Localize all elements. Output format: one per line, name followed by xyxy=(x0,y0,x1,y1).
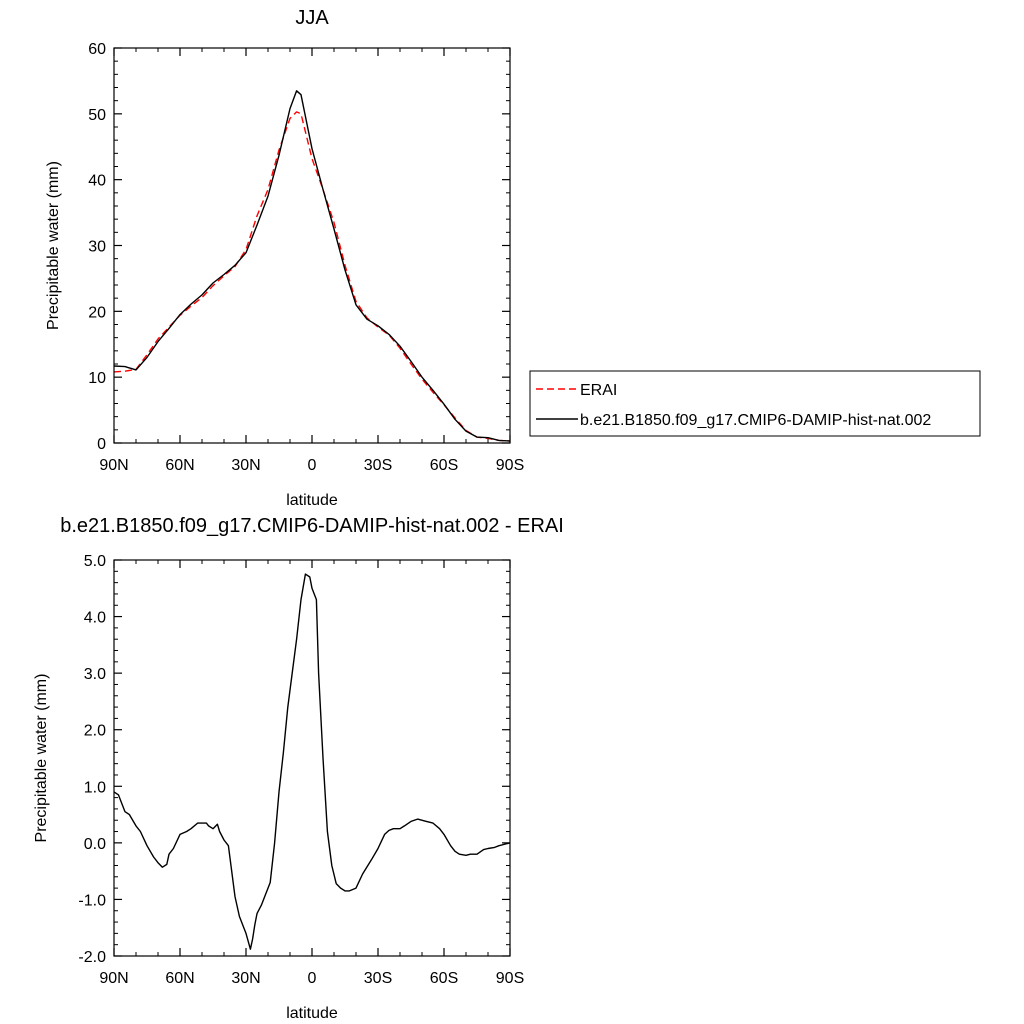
series-line-erai xyxy=(113,111,511,442)
x-tick-label: 90N xyxy=(99,970,128,987)
x-tick-label: 60N xyxy=(165,457,194,474)
y-tick-label: 5.0 xyxy=(84,553,106,570)
x-tick-label: 90S xyxy=(496,970,524,987)
series-line-b-e21-b1850-f09-g17-cmip6-damip-hist-nat-002 xyxy=(113,90,511,442)
y-tick-label: -2.0 xyxy=(78,949,106,966)
y-tick-label: 4.0 xyxy=(84,610,106,627)
x-tick-label: 60S xyxy=(430,457,458,474)
x-tick-label: 30N xyxy=(231,970,260,987)
series-line-1 xyxy=(113,573,511,950)
x-tick-label: 90N xyxy=(99,457,128,474)
legend-box xyxy=(529,370,981,437)
x-axis-label: latitude xyxy=(286,1005,338,1022)
chart-title: b.e21.B1850.f09_g17.CMIP6-DAMIP-hist-nat… xyxy=(60,515,564,537)
y-axis-label: Precipitable water (mm) xyxy=(33,674,50,843)
chart-panel-1: JJA 90N 60N 30N 0 30S 60S 90S 0 10 20 30 40 50 60 latit… xyxy=(45,7,981,509)
y-tick-label: 3.0 xyxy=(84,666,106,683)
plot-frame xyxy=(113,559,511,957)
y-tick-label: 40 xyxy=(88,173,106,190)
y-tick-label: 20 xyxy=(88,304,106,321)
y-tick-label: 2.0 xyxy=(84,723,106,740)
y-tick-label: 10 xyxy=(88,370,106,387)
y-tick-label: -1.0 xyxy=(78,892,106,909)
y-tick-label: 1.0 xyxy=(84,779,106,796)
x-tick-label: 60N xyxy=(165,970,194,987)
y-tick-label: 60 xyxy=(88,41,106,58)
legend-label: b.e21.B1850.f09_g17.CMIP6-DAMIP-hist-nat… xyxy=(580,412,931,429)
x-axis-label: latitude xyxy=(286,492,338,509)
x-tick-label: 30S xyxy=(364,457,392,474)
x-tick-label: 30S xyxy=(364,970,392,987)
chart-panel-2: b.e21.B1850.f09_g17.CMIP6-DAMIP-hist-nat… xyxy=(33,515,564,1022)
x-tick-label: 60S xyxy=(430,970,458,987)
legend-label: ERAI xyxy=(580,382,617,399)
x-tick-label: 0 xyxy=(308,457,317,474)
y-axis-label: Precipitable water (mm) xyxy=(45,161,62,330)
plot-frame xyxy=(113,47,511,444)
x-tick-label: 0 xyxy=(308,970,317,987)
x-tick-label: 90S xyxy=(496,457,524,474)
y-tick-label: 0 xyxy=(97,436,106,453)
legend: ERAI b.e21.B1850.f09_g17.CMIP6-DAMIP-hist… xyxy=(529,370,981,437)
y-tick-label: 30 xyxy=(88,239,106,256)
y-tick-label: 50 xyxy=(88,107,106,124)
chart-title: JJA xyxy=(295,7,329,29)
x-tick-label: 30N xyxy=(231,457,260,474)
y-tick-label: 0.0 xyxy=(84,836,106,853)
